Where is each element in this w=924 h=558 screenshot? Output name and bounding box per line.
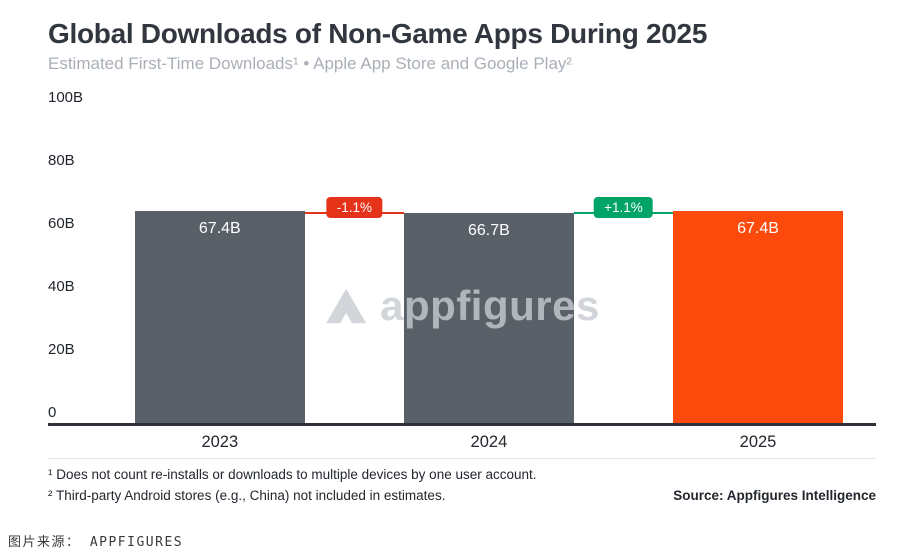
source-text: Source: Appfigures Intelligence — [673, 488, 876, 503]
footer: ¹ Does not count re-installs or download… — [48, 459, 876, 509]
appfigures-logo-icon — [324, 286, 368, 326]
x-axis: 2023 2024 2025 — [48, 426, 876, 458]
delta-badge-negative: -1.1% — [326, 197, 382, 219]
bar-chart: 0 20B 40B 60B 80B 100B 67.4B 66.7B 67.4B… — [48, 90, 876, 458]
bar-value-label-2024: 66.7B — [467, 221, 510, 239]
delta-badge-positive: +1.1% — [594, 197, 653, 219]
chart-subtitle: Estimated First-Time Downloads¹ • Apple … — [48, 54, 573, 73]
x-axis-label-2024: 2024 — [470, 433, 508, 451]
bar-2025: 67.4B — [673, 210, 843, 423]
y-axis-tick-0: 0 — [48, 404, 57, 421]
y-axis-tick-20b: 20B — [48, 341, 75, 358]
footnote-1: ¹ Does not count re-installs or download… — [48, 467, 537, 482]
y-axis-tick-60b: 60B — [48, 215, 75, 232]
chart-card: Global Downloads of Non-Game Apps During… — [48, 18, 876, 509]
footnotes: ¹ Does not count re-installs or download… — [48, 467, 537, 509]
image-caption: 图片来源： APPFIGURES — [8, 535, 184, 550]
y-axis-tick-40b: 40B — [48, 278, 75, 295]
bar-value-label-2025: 67.4B — [737, 219, 779, 237]
footnote-2: ² Third-party Android stores (e.g., Chin… — [48, 488, 446, 503]
chart-title: Global Downloads of Non-Game Apps During… — [48, 18, 708, 49]
plot-area: 0 20B 40B 60B 80B 100B 67.4B 66.7B 67.4B… — [48, 90, 876, 426]
x-axis-label-2023: 2023 — [201, 433, 239, 451]
footer-divider — [48, 458, 876, 459]
bar-2023: 67.4B — [134, 210, 305, 423]
bar-value-label-2023: 67.4B — [198, 219, 241, 237]
y-axis-tick-100b: 100B — [48, 89, 84, 106]
x-axis-label-2025: 2025 — [739, 433, 777, 451]
bar-2024: 66.7B — [404, 212, 574, 423]
y-axis-tick-80b: 80B — [48, 152, 75, 169]
